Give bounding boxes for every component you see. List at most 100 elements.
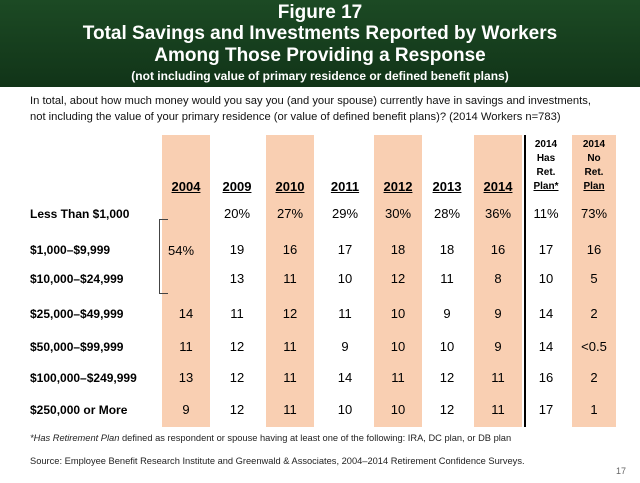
retirement-header-line: Plan* — [533, 181, 559, 192]
table-cell: 28% — [433, 206, 461, 221]
retirement-header-line: 2014 — [534, 139, 558, 150]
table-cell: 11 — [491, 402, 505, 417]
table-cell: 11 — [391, 370, 405, 385]
table-cell: 9 — [494, 306, 502, 321]
table-cell: 11 — [179, 339, 193, 354]
table-cell: 2 — [590, 370, 598, 385]
table-cell: 17 — [538, 242, 554, 257]
column-header: 2009 — [222, 179, 252, 194]
retirement-header-line: Ret. — [536, 167, 556, 178]
table-cell: 12 — [282, 306, 298, 321]
table-cell: 11 — [230, 306, 244, 321]
table-cell: 12 — [390, 271, 406, 286]
table-cell: 5 — [590, 271, 598, 286]
chart-title-line-2: Among Those Providing a Response — [154, 45, 486, 66]
column-shading — [266, 135, 314, 427]
table-cell: 73% — [580, 206, 608, 221]
table-cell: 9 — [443, 306, 451, 321]
row-label: Less Than $1,000 — [30, 207, 130, 221]
table-cell: 30% — [384, 206, 412, 221]
table-cell: 27% — [276, 206, 304, 221]
table-cell: 11 — [491, 370, 505, 385]
table-cell: <0.5 — [581, 339, 607, 354]
column-shading — [572, 135, 616, 427]
table-cell: 12 — [439, 402, 455, 417]
retirement-header-line: Plan — [583, 181, 605, 192]
table-cell: 1 — [590, 402, 598, 417]
retirement-header-line: 2014 — [582, 139, 606, 150]
retirement-header-line: Ret. — [584, 167, 604, 178]
table-cell: 29% — [331, 206, 359, 221]
figure-label: Figure 17 — [277, 2, 363, 23]
table-cell: 14 — [337, 370, 353, 385]
footnote-term: *Has Retirement Plan — [30, 433, 120, 443]
table-cell: 13 — [178, 370, 194, 385]
table-cell: 10 — [337, 402, 353, 417]
column-header: 2011 — [330, 179, 360, 194]
retirement-header-line: No — [587, 153, 601, 164]
retirement-header-line: Has — [536, 153, 556, 164]
row-label: $100,000–$249,999 — [30, 371, 137, 385]
table-cell: 11 — [440, 271, 454, 286]
table-cell: 10 — [439, 339, 455, 354]
column-shading — [474, 135, 522, 427]
survey-question: In total, about how much money would you… — [30, 93, 630, 125]
table-cell: 18 — [439, 242, 455, 257]
table-cell: 11 — [283, 271, 297, 286]
table-cell: 11 — [283, 370, 297, 385]
table-cell: 14 — [178, 306, 194, 321]
page-number: 17 — [616, 466, 627, 476]
column-header: 2004 — [171, 179, 201, 194]
row-label: $10,000–$24,999 — [30, 272, 124, 286]
table-cell: 16 — [538, 370, 554, 385]
column-header: 2012 — [383, 179, 413, 194]
table-cell: 8 — [494, 271, 502, 286]
table-cell: 2 — [590, 306, 598, 321]
table-cell: 14 — [538, 306, 554, 321]
table-cell: 14 — [538, 339, 554, 354]
footnote: *Has Retirement Plan defined as responde… — [30, 432, 511, 444]
table-cell: 11 — [283, 339, 297, 354]
survey-question-line-2: not including the value of your primary … — [30, 111, 561, 123]
survey-question-line-1: In total, about how much money would you… — [30, 95, 591, 107]
table-cell: 18 — [390, 242, 406, 257]
title-banner: Figure 17 Total Savings and Investments … — [0, 0, 640, 87]
chart-title-line-1: Total Savings and Investments Reported b… — [82, 23, 558, 44]
column-shading — [162, 135, 210, 427]
table-cell: 16 — [490, 242, 506, 257]
table-cell: 10 — [337, 271, 353, 286]
table-cell: 17 — [337, 242, 353, 257]
retirement-column-header: 2014 No Ret. Plan — [571, 138, 617, 194]
table-cell: 19 — [229, 242, 245, 257]
table-cell: 20% — [223, 206, 251, 221]
table-cell: 9 — [341, 339, 349, 354]
column-header: 2014 — [483, 179, 513, 194]
table-cell: 17 — [538, 402, 554, 417]
table-cell: 10 — [390, 339, 406, 354]
combined-2004-value: 54% — [168, 243, 195, 258]
retirement-column-header: 2014 Has Ret. Plan* — [523, 138, 569, 194]
table-cell: 12 — [229, 339, 245, 354]
table-cell: 11 — [283, 402, 297, 417]
table-cell: 9 — [182, 402, 190, 417]
table-cell: 10 — [390, 306, 406, 321]
row-label: $50,000–$99,999 — [30, 340, 124, 354]
chart-subtitle: (not including value of primary residenc… — [131, 69, 509, 83]
row-label: $1,000–$9,999 — [30, 243, 111, 257]
table-cell: 11 — [338, 306, 352, 321]
table-cell: 11% — [533, 206, 559, 221]
row-label: $25,000–$49,999 — [30, 307, 124, 321]
table-cell: 12 — [439, 370, 455, 385]
column-header: 2013 — [432, 179, 462, 194]
table-cell: 16 — [282, 242, 298, 257]
table-cell: 12 — [229, 370, 245, 385]
combined-rows-bracket — [159, 219, 168, 294]
table-cell: 9 — [494, 339, 502, 354]
column-header: 2010 — [275, 179, 305, 194]
column-shading — [374, 135, 422, 427]
table-cell: 13 — [229, 271, 245, 286]
source-note: Source: Employee Benefit Research Instit… — [30, 456, 525, 466]
column-divider — [524, 135, 526, 427]
footnote-text: defined as respondent or spouse having a… — [119, 433, 512, 443]
row-label: $250,000 or More — [30, 403, 128, 417]
